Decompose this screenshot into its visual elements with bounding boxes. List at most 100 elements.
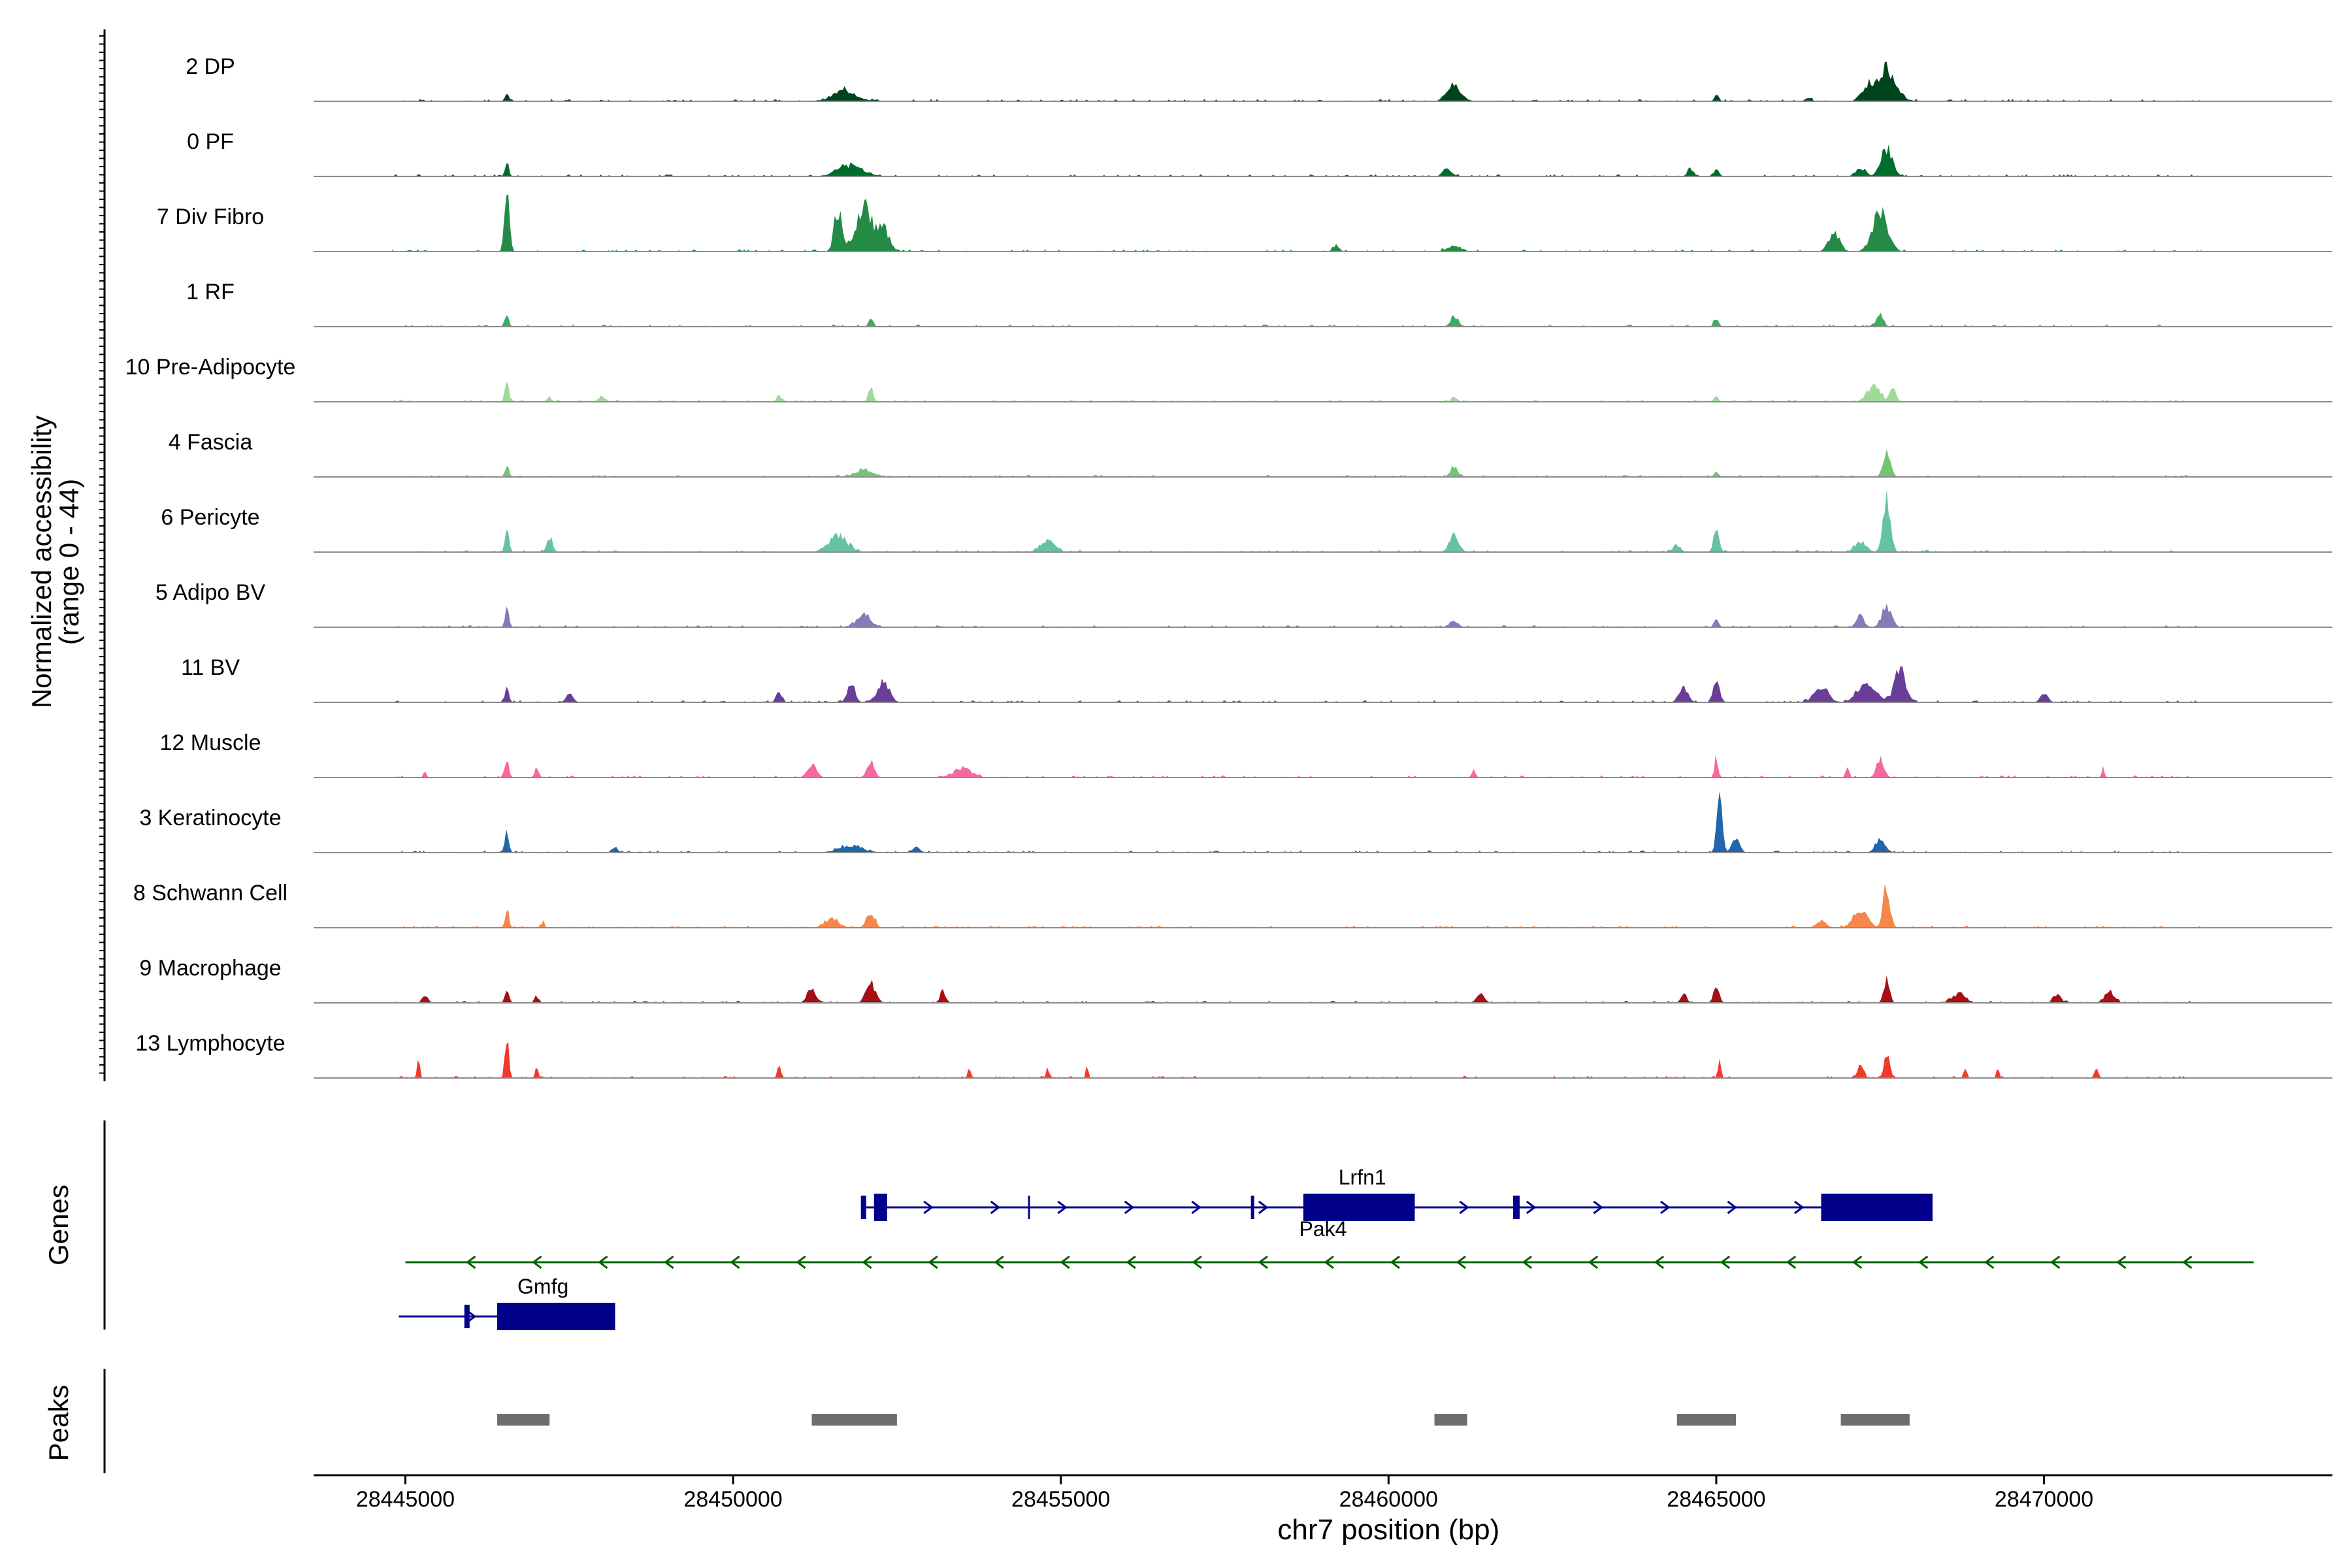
strand-chevron (2050, 1255, 2061, 1269)
x-axis: 28445000 28450000 28455000 28460000 28465000… (314, 1474, 2332, 1512)
gene-label: Lrfn1 (1339, 1166, 1386, 1189)
peak-region (1840, 1414, 1910, 1426)
strand-chevron (1456, 1255, 1467, 1269)
strand-chevron (923, 1200, 934, 1215)
strand-chevron (1593, 1200, 1603, 1215)
strand-chevron (532, 1255, 542, 1269)
track-label: 0 PF (187, 129, 234, 154)
strand-chevron (1984, 1255, 1995, 1269)
genes-panel-label: Genes (43, 1184, 74, 1266)
strand-chevron (466, 1309, 477, 1324)
gene-exon (497, 1303, 615, 1330)
strand-chevron (1794, 1200, 1805, 1215)
strand-chevron (1654, 1255, 1665, 1269)
track-label: 1 RF (186, 280, 235, 304)
strand-chevron (1522, 1255, 1533, 1269)
strand-chevron (1390, 1255, 1400, 1269)
strand-chevron (1588, 1255, 1599, 1269)
strand-chevron (1191, 1200, 1201, 1215)
coverage-area (392, 883, 2202, 928)
strand-chevron (1258, 1255, 1268, 1269)
track-label: 7 Div Fibro (157, 204, 264, 229)
strand-chevron (1258, 1200, 1269, 1215)
coverage-area (392, 312, 2202, 327)
gene-exon (464, 1305, 470, 1328)
track-label: 9 Macrophage (139, 956, 281, 981)
gene-exon (1821, 1194, 1933, 1221)
peak-region (1434, 1414, 1467, 1426)
coverage-area (392, 489, 2202, 552)
coverage-y-axis (99, 29, 106, 1081)
coverage-area (392, 755, 2202, 777)
coverage-area (392, 791, 2202, 853)
gene-exon (874, 1194, 887, 1221)
strand-chevron (1459, 1200, 1469, 1215)
strand-chevron (994, 1255, 1004, 1269)
strand-chevron (1660, 1200, 1671, 1215)
strand-chevron (1124, 1200, 1135, 1215)
track-label: 12 Muscle (160, 730, 261, 755)
strand-chevron (1852, 1255, 1863, 1269)
gene-label: Pak4 (1299, 1217, 1347, 1241)
track-label: 13 Lymphocyte (135, 1031, 285, 1056)
y-axis-label: Normalized accessibility (26, 416, 57, 708)
coverage-area (392, 1041, 2202, 1078)
peak-region (497, 1414, 550, 1426)
coverage-area (392, 603, 2202, 627)
gene-exon (1028, 1196, 1030, 1219)
strand-chevron (1786, 1255, 1797, 1269)
strand-chevron (1057, 1200, 1068, 1215)
x-tick-label: 28450000 (683, 1487, 782, 1512)
strand-chevron (862, 1255, 872, 1269)
strand-chevron (2182, 1255, 2193, 1269)
gene-label: Gmfg (517, 1275, 568, 1298)
x-axis-label: chr7 position (bp) (1277, 1514, 1499, 1546)
gene-exon (1512, 1196, 1520, 1219)
coverage-area (392, 666, 2202, 702)
strand-chevron (1192, 1255, 1202, 1269)
x-tick-label: 28445000 (356, 1487, 455, 1512)
strand-chevron (796, 1255, 806, 1269)
gene-exon (860, 1196, 866, 1219)
x-tick-label: 28465000 (1667, 1487, 1765, 1512)
y-axis-range-label: (range 0 - 44) (54, 479, 84, 645)
peaks-panel (103, 1369, 1910, 1473)
strand-chevron (465, 1255, 476, 1269)
track-label: 4 Fascia (169, 430, 253, 455)
track-label: 3 Keratinocyte (139, 806, 281, 830)
x-tick-label: 28460000 (1339, 1487, 1438, 1512)
strand-chevron (1720, 1255, 1731, 1269)
strand-chevron (730, 1255, 740, 1269)
track-label: 6 Pericyte (161, 505, 259, 530)
coverage-area (392, 975, 2202, 1003)
strand-chevron (1727, 1200, 1737, 1215)
coverage-area (392, 449, 2202, 477)
strand-chevron (2116, 1255, 2127, 1269)
coverage-area (392, 61, 2202, 101)
track-label: 10 Pre-Adipocyte (125, 355, 296, 380)
gene-exon (1250, 1196, 1254, 1219)
strand-chevron (1526, 1200, 1537, 1215)
strand-chevron (1126, 1255, 1136, 1269)
strand-chevron (664, 1255, 674, 1269)
track-label: 2 DP (186, 54, 235, 79)
x-tick-label: 28470000 (1995, 1487, 2093, 1512)
coverage-area (392, 382, 2202, 402)
track-label: 8 Schwann Cell (133, 881, 287, 906)
gene-exon (1303, 1194, 1415, 1221)
strand-chevron (1324, 1255, 1334, 1269)
coverage-area (392, 193, 2202, 252)
peak-region (811, 1414, 897, 1426)
strand-chevron (1060, 1255, 1070, 1269)
coverage-tracks: 2 DP 0 PF 7 Div Fibro 1 RF 10 Pre-Adipocyte 4… (125, 54, 2332, 1079)
genes-panel: Lrfn1 Pak4 Gmfg (103, 1120, 2254, 1330)
peak-region (1676, 1414, 1737, 1426)
strand-chevron (928, 1255, 938, 1269)
strand-chevron (990, 1200, 1001, 1215)
track-label: 5 Adipo BV (155, 580, 266, 605)
coverage-area (392, 144, 2202, 176)
strand-chevron (1918, 1255, 1929, 1269)
track-label: 11 BV (181, 655, 240, 680)
peaks-panel-label: Peaks (43, 1385, 74, 1462)
